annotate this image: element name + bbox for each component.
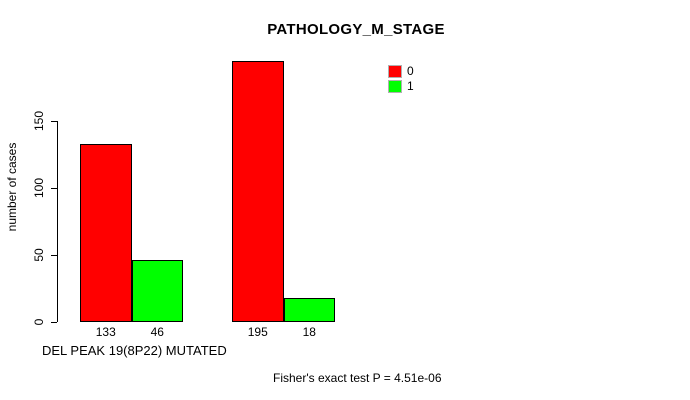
y-tick-mark [51, 321, 57, 323]
y-tick-mark [51, 187, 57, 189]
y-axis-line [57, 121, 58, 322]
legend-row: 1 [388, 79, 414, 94]
y-axis-label: number of cases [5, 142, 19, 232]
bar-value-label: 46 [150, 325, 164, 339]
legend-swatch-icon [388, 65, 402, 78]
annotation-text: Fisher's exact test P = 4.51e-06 [273, 371, 442, 385]
legend-label: 1 [407, 79, 414, 93]
bar-group-2-series-1 [283, 298, 335, 322]
bar-group-1-series-1 [131, 260, 183, 322]
legend-swatch-icon [388, 80, 402, 93]
y-tick-mark [51, 254, 57, 256]
bar-group-1-series-0 [80, 144, 132, 322]
chart-title: PATHOLOGY_M_STAGE [267, 21, 445, 38]
bar-value-label: 18 [302, 325, 316, 339]
y-tick-label: 0 [32, 318, 46, 326]
x-axis-label: DEL PEAK 19(8P22) MUTATED [42, 343, 227, 358]
legend-label: 0 [407, 64, 414, 78]
legend-row: 0 [388, 64, 414, 79]
y-tick-label: 150 [32, 111, 46, 132]
y-tick-mark [51, 120, 57, 122]
bar-value-label: 133 [95, 325, 116, 339]
bar-group-2-series-0 [232, 61, 284, 322]
y-tick-label: 100 [32, 178, 46, 199]
y-tick-label: 50 [32, 248, 46, 262]
bar-value-label: 195 [247, 325, 268, 339]
